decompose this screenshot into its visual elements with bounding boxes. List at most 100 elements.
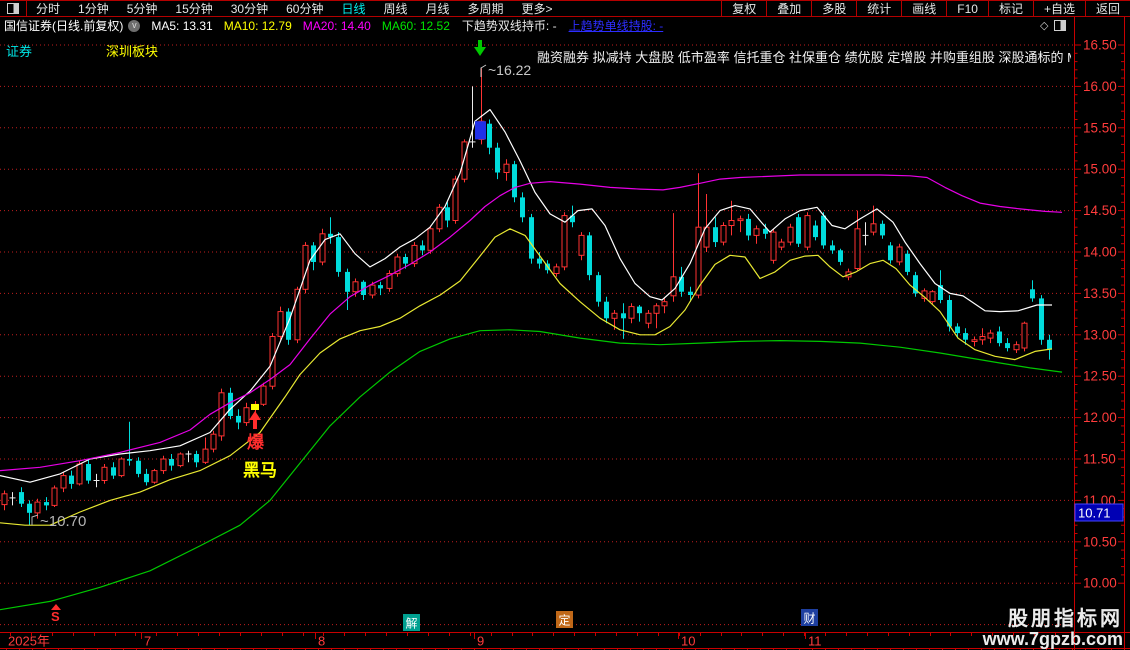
candle-down (913, 275, 918, 294)
split-window-icon[interactable] (1054, 20, 1067, 31)
candle-up (778, 241, 785, 248)
y-axis-label: 11.50 (1083, 452, 1116, 467)
candle-down (821, 215, 826, 246)
candle-up (1013, 344, 1020, 351)
candle-up (210, 433, 217, 450)
candle-down (27, 503, 32, 513)
candle-up (929, 291, 936, 303)
y-axis-label: 12.00 (1083, 410, 1117, 425)
candle-down (688, 291, 693, 295)
button-draw-line[interactable]: 画线 (901, 1, 946, 16)
candle-up (452, 178, 459, 222)
candle-up (770, 231, 777, 261)
x-axis-month-label: 7 (144, 634, 151, 649)
ma20-label: MA20: (302, 18, 338, 33)
chart-annotation-text: 黑马 (243, 461, 277, 480)
candle-down (880, 223, 885, 236)
candle-down (813, 225, 818, 238)
tab-30min[interactable]: 30分钟 (230, 2, 269, 16)
candle-up (695, 226, 702, 296)
candle-up (151, 470, 158, 483)
tab-1min[interactable]: 1分钟 (78, 2, 109, 16)
candle-down (194, 454, 199, 463)
candle-down (587, 235, 592, 276)
ma10-label: MA10: (223, 18, 259, 33)
y-axis-label: 12.50 (1083, 369, 1117, 384)
tab-more[interactable]: 更多> (521, 2, 553, 16)
candle-up (553, 266, 560, 274)
watermark-url: www.7gpzb.com (982, 629, 1123, 650)
diamond-icon[interactable]: ◇ (1040, 20, 1049, 32)
button-adjust[interactable]: 复权 (721, 1, 766, 16)
signal-cap-marker (251, 404, 259, 410)
bottom-marker-box (403, 614, 420, 631)
y-axis-label: 10.50 (1083, 534, 1117, 549)
bottom-marker-text: 解 (406, 617, 418, 631)
candle-up (218, 392, 225, 437)
candlestick-chart[interactable]: 10.0010.5011.0011.5012.0012.5013.0013.50… (0, 17, 1130, 650)
series-line-upper-white (0, 108, 1052, 483)
tab-weekly[interactable]: 周线 (383, 2, 408, 16)
candle-up (1021, 322, 1028, 349)
candle-down (947, 300, 952, 327)
down-arrow-icon (478, 40, 482, 48)
candle-up (971, 339, 978, 342)
tab-multi-period[interactable]: 多周期 (467, 2, 504, 16)
button-overlay[interactable]: 叠加 (766, 1, 811, 16)
series-line-green-ma (0, 329, 1063, 611)
series-line-lower-yellow (0, 228, 1053, 526)
candle-down (537, 258, 542, 264)
trend-signal-stock-link[interactable]: 上趋势单线持股: - (568, 19, 664, 33)
ma10-value: MA10: 12.79 (224, 19, 292, 33)
candle-up (653, 305, 660, 314)
chart-annotation-text: 爆 (247, 433, 265, 452)
candle-down (963, 333, 968, 340)
candle-up (628, 306, 635, 319)
y-axis-label: 16.50 (1083, 38, 1117, 53)
tab-15min[interactable]: 15分钟 (175, 2, 213, 16)
candle-down (621, 313, 626, 319)
candle-up (51, 487, 58, 506)
candle-up (427, 228, 434, 251)
candle-up (645, 312, 652, 324)
chevron-down-icon[interactable]: v (128, 19, 141, 32)
tab-daily[interactable]: 日线 (341, 2, 366, 16)
candle-up (1, 493, 8, 506)
button-mark[interactable]: 标记 (987, 1, 1033, 16)
tab-fenshi[interactable]: 分时 (36, 2, 61, 16)
y-axis-label: 14.50 (1083, 203, 1117, 218)
candle-down (830, 245, 835, 251)
candle-up (870, 223, 877, 233)
industry-label[interactable]: 证券 (6, 44, 33, 59)
ma20-number: 14.40 (340, 18, 371, 33)
candle-up (987, 332, 994, 339)
trend-signal-cash: 下趋势双线持币: - (461, 19, 557, 33)
split-window-icon (7, 3, 19, 14)
down-arrow-icon (474, 47, 486, 56)
button-stats[interactable]: 统计 (856, 1, 901, 16)
button-f10[interactable]: F10 (946, 1, 988, 16)
ma60-label: MA60: (381, 18, 417, 33)
button-back[interactable]: 返回 (1084, 1, 1130, 16)
candle-down (228, 392, 233, 416)
candle-down (136, 460, 141, 474)
tab-5min[interactable]: 5分钟 (126, 2, 158, 16)
peak-label-pointer (480, 64, 487, 77)
ma60-number: 12.52 (419, 18, 450, 33)
button-multi-stock[interactable]: 多股 (811, 1, 856, 16)
board-label[interactable]: 深圳板块 (106, 44, 159, 59)
tab-60min[interactable]: 60分钟 (286, 2, 324, 16)
stock-title: 国信证券(日线.前复权) (4, 19, 124, 33)
low-price-label: ~10.70 (40, 513, 86, 530)
x-axis-month-label: 10 (681, 634, 695, 649)
sell-marker-text: S (51, 609, 60, 624)
layout-icon[interactable] (0, 1, 27, 16)
candle-up (753, 228, 760, 236)
button-add-watchlist[interactable]: +自选 (1032, 1, 1085, 16)
y-axis-label: 16.00 (1083, 79, 1117, 94)
candle-down (1030, 289, 1035, 299)
up-arrow-icon (249, 411, 261, 420)
candle-down (637, 306, 642, 314)
candle-down (86, 464, 91, 481)
tab-monthly[interactable]: 月线 (425, 2, 450, 16)
